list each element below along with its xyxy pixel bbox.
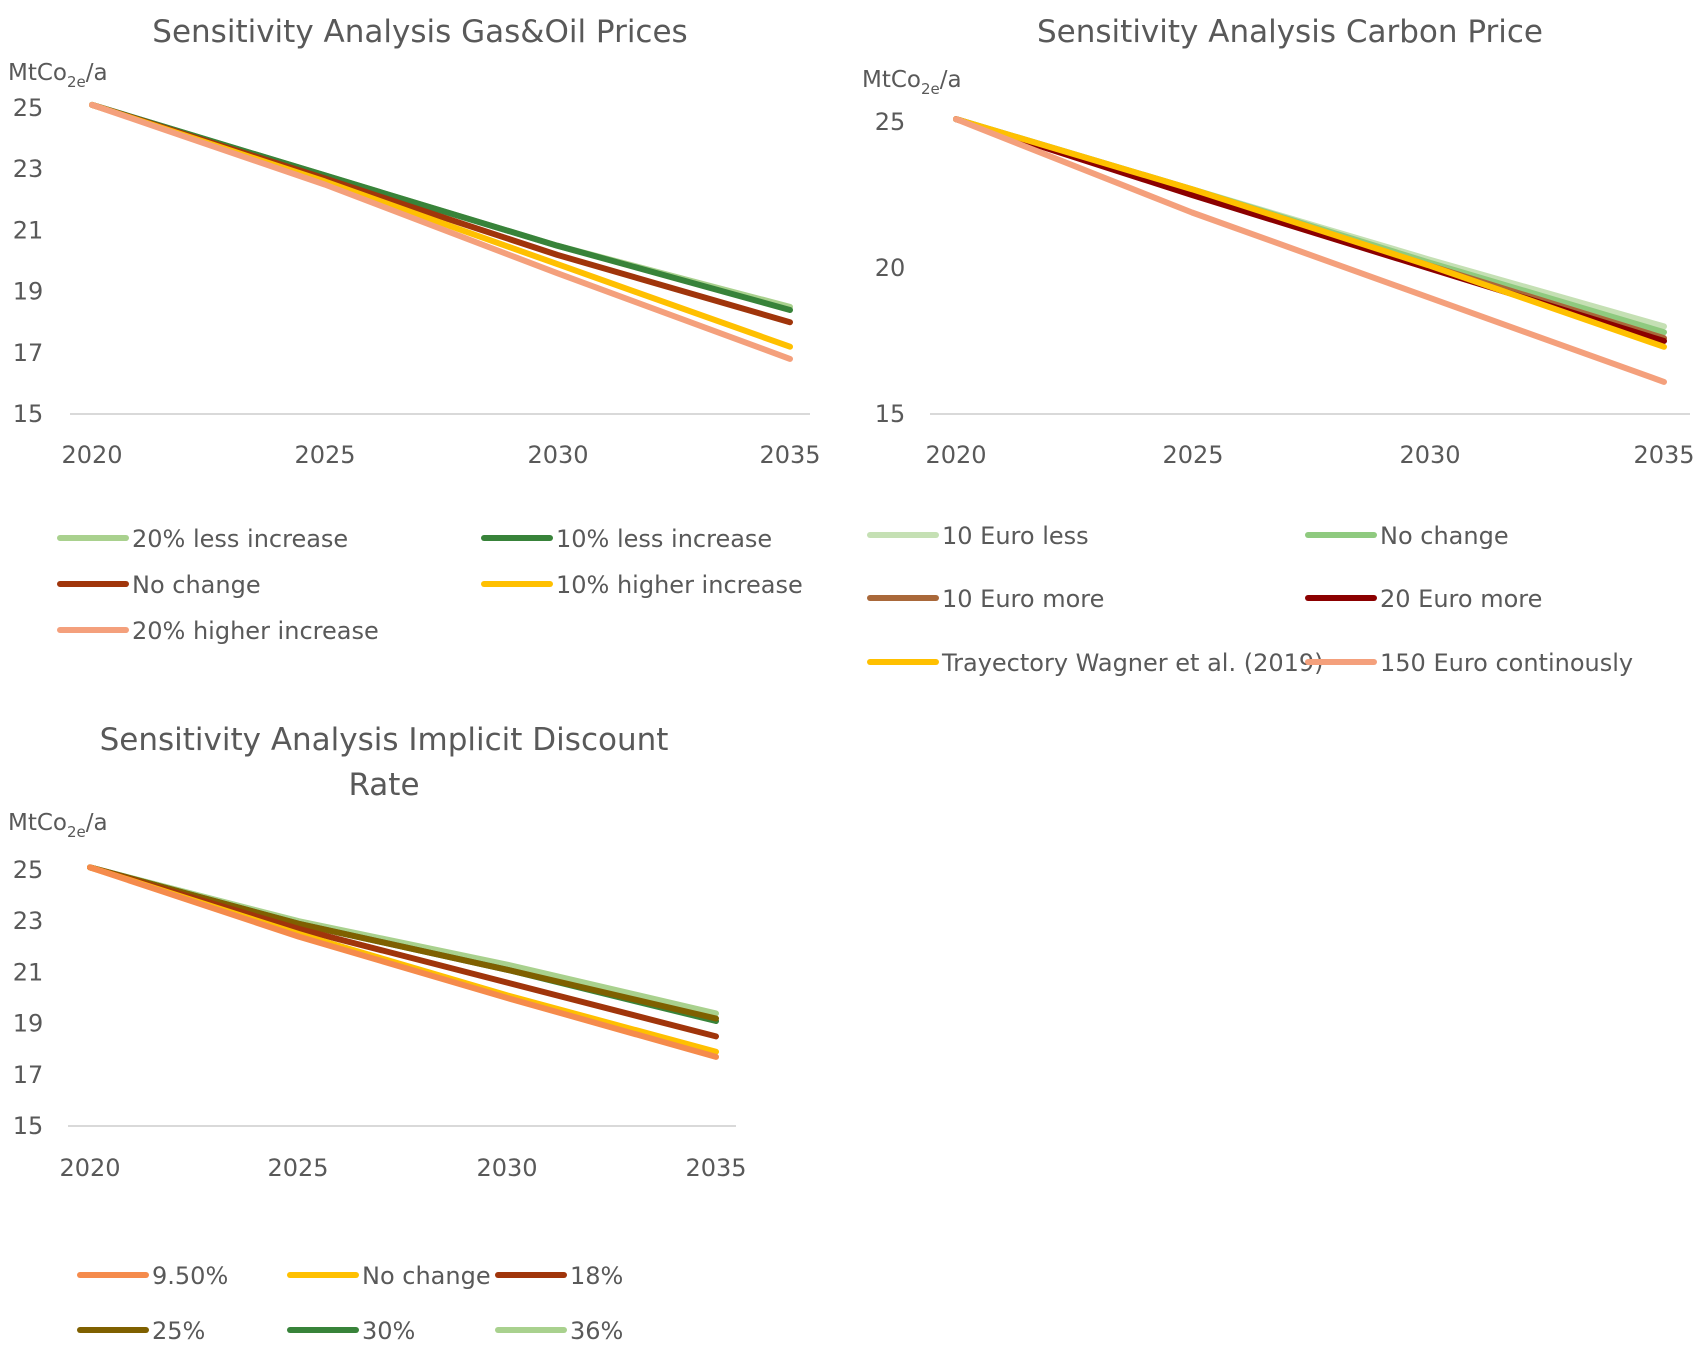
legend-label: No change [1380, 522, 1509, 550]
legend-item: No change [1305, 522, 1509, 550]
y-tick-label: 19 [13, 278, 44, 306]
legend-item: 36% [495, 1317, 623, 1345]
x-tick-label: 2020 [925, 441, 986, 469]
legend-item: 10% higher increase [481, 571, 803, 599]
legend-label: 10 Euro more [942, 585, 1104, 613]
y-tick-label: 15 [13, 400, 44, 428]
chart-title: Sensitivity Analysis Implicit Discount [100, 722, 669, 758]
series-line [87, 864, 719, 1017]
legend-item: 150 Euro continously [1305, 649, 1633, 677]
series-line [87, 864, 719, 1040]
legend-item: 18% [495, 1262, 623, 1290]
legend-label: 20% higher increase [132, 617, 379, 645]
y-tick-label: 21 [13, 216, 44, 244]
legend-item: 10 Euro more [867, 585, 1104, 613]
legend-item: 9.50% [77, 1262, 228, 1290]
legend-label: Trayectory Wagner et al. (2019) [941, 649, 1324, 677]
y-tick-label: 25 [13, 856, 44, 884]
x-tick-label: 2030 [476, 1154, 537, 1182]
y-tick-label: 21 [13, 958, 44, 986]
legend-label: 18% [570, 1262, 623, 1290]
y-tick-label: 20 [875, 254, 906, 282]
x-tick-label: 2030 [527, 441, 588, 469]
legend-label: 30% [362, 1317, 415, 1345]
legend-label: 36% [570, 1317, 623, 1345]
legend-item: 10 Euro less [867, 522, 1089, 550]
series-line [87, 864, 719, 1055]
chart-implicit-discount-rate: Sensitivity Analysis Implicit Discount Ra… [8, 722, 747, 1345]
legend-label: 20% less increase [132, 525, 348, 553]
y-axis-unit-label: MtCo2e/a [8, 60, 108, 91]
legend-label: 9.50% [152, 1262, 228, 1290]
legend-item: 20% higher increase [57, 617, 379, 645]
x-tick-label: 2020 [59, 1154, 120, 1182]
legend-item: 30% [287, 1317, 415, 1345]
chart-title: Sensitivity Analysis Carbon Price [1037, 14, 1543, 50]
legend-label: No change [362, 1262, 491, 1290]
series-line [89, 101, 793, 362]
legend-item: 10% less increase [481, 525, 772, 553]
legend-label: 150 Euro continously [1380, 649, 1633, 677]
series-line [953, 116, 1667, 350]
x-tick-label: 2035 [759, 441, 820, 469]
chart-title: Sensitivity Analysis Gas&Oil Prices [152, 14, 687, 50]
x-tick-label: 2025 [267, 1154, 328, 1182]
legend-label: 10% less increase [556, 525, 772, 553]
y-tick-label: 19 [13, 1010, 44, 1038]
x-tick-label: 2025 [1162, 441, 1223, 469]
legend-item: 25% [77, 1317, 205, 1345]
legend-label: 10% higher increase [556, 571, 803, 599]
y-tick-label: 15 [13, 1112, 44, 1140]
x-tick-label: 2025 [294, 441, 355, 469]
y-tick-label: 23 [13, 155, 44, 183]
y-tick-label: 17 [13, 339, 44, 367]
legend-item: 20 Euro more [1305, 585, 1542, 613]
series-line [953, 116, 1667, 385]
y-axis-unit-label: MtCo2e/a [862, 67, 962, 98]
chart-carbon-price: Sensitivity Analysis Carbon Price MtCo2e/… [862, 14, 1695, 677]
legend-label: 20 Euro more [1380, 585, 1542, 613]
legend-item: No change [287, 1262, 491, 1290]
legend-label: 25% [152, 1317, 205, 1345]
legend-label: 10 Euro less [942, 522, 1089, 550]
x-tick-label: 2035 [685, 1154, 746, 1182]
x-tick-label: 2030 [1399, 441, 1460, 469]
y-tick-label: 23 [13, 907, 44, 935]
y-tick-label: 17 [13, 1061, 44, 1089]
legend-item: Trayectory Wagner et al. (2019) [867, 649, 1324, 677]
y-tick-label: 25 [13, 94, 44, 122]
legend-item: No change [57, 571, 261, 599]
legend-item: 20% less increase [57, 525, 348, 553]
y-tick-label: 15 [875, 400, 906, 428]
y-axis-unit-label: MtCo2e/a [8, 810, 108, 841]
chart-title: Rate [348, 767, 419, 803]
x-tick-label: 2020 [61, 441, 122, 469]
chart-gas-oil-prices: Sensitivity Analysis Gas&Oil Prices MtCo2… [8, 14, 821, 645]
x-tick-label: 2035 [1633, 441, 1694, 469]
legend-label: No change [132, 571, 261, 599]
y-tick-label: 25 [875, 108, 906, 136]
series-line [87, 864, 719, 1060]
